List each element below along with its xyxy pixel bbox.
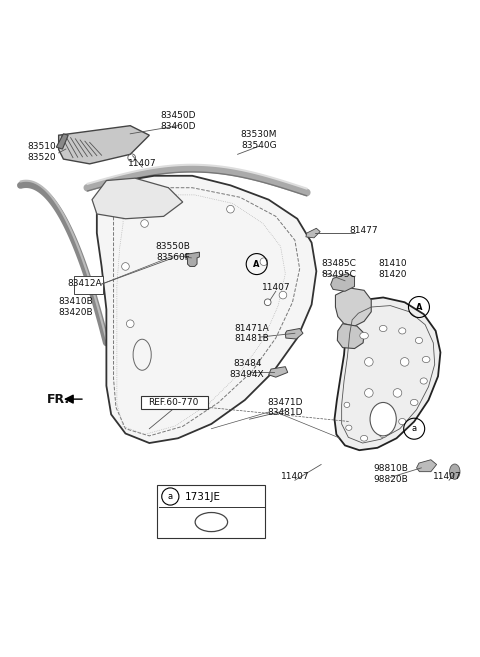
Text: 81471A
81481B: 81471A 81481B xyxy=(235,323,269,343)
Ellipse shape xyxy=(360,332,368,339)
Text: 11407: 11407 xyxy=(128,160,156,168)
Text: 83550B
83560F: 83550B 83560F xyxy=(156,242,191,262)
Polygon shape xyxy=(92,178,183,219)
Circle shape xyxy=(126,320,134,328)
Text: 83471D
83481D: 83471D 83481D xyxy=(267,397,303,417)
Circle shape xyxy=(264,299,271,306)
Text: 83530M
83540G: 83530M 83540G xyxy=(241,130,277,150)
Polygon shape xyxy=(59,125,149,164)
FancyBboxPatch shape xyxy=(74,276,103,294)
Text: REF.60-770: REF.60-770 xyxy=(148,398,198,407)
Text: 83510
83520: 83510 83520 xyxy=(28,142,56,162)
Ellipse shape xyxy=(399,419,406,424)
Ellipse shape xyxy=(449,464,460,480)
Text: a: a xyxy=(168,492,173,501)
Text: 83485C
83495C: 83485C 83495C xyxy=(321,259,356,279)
Circle shape xyxy=(364,389,373,397)
Polygon shape xyxy=(269,367,288,377)
Ellipse shape xyxy=(379,432,387,438)
Text: 83484
83494X: 83484 83494X xyxy=(230,359,264,379)
Text: 11407: 11407 xyxy=(433,472,462,481)
Polygon shape xyxy=(97,176,316,443)
Ellipse shape xyxy=(422,356,430,363)
Text: 83450D
83460D: 83450D 83460D xyxy=(160,111,196,131)
FancyBboxPatch shape xyxy=(157,485,265,537)
Ellipse shape xyxy=(399,328,406,334)
Circle shape xyxy=(189,401,196,409)
Text: A: A xyxy=(416,302,422,311)
Circle shape xyxy=(260,258,268,265)
FancyBboxPatch shape xyxy=(141,396,208,409)
Circle shape xyxy=(364,357,373,366)
Text: a: a xyxy=(412,424,417,433)
Polygon shape xyxy=(306,228,320,238)
Ellipse shape xyxy=(360,436,368,441)
Polygon shape xyxy=(335,298,441,450)
Polygon shape xyxy=(417,460,437,472)
Ellipse shape xyxy=(420,378,427,384)
Text: A: A xyxy=(253,260,260,269)
Circle shape xyxy=(121,263,129,270)
Text: 83412A: 83412A xyxy=(68,279,102,288)
Circle shape xyxy=(279,291,287,299)
Circle shape xyxy=(400,357,409,366)
Ellipse shape xyxy=(410,399,418,405)
Text: 81410
81420: 81410 81420 xyxy=(378,259,407,279)
Text: 11407: 11407 xyxy=(262,283,290,292)
Polygon shape xyxy=(337,324,364,349)
Polygon shape xyxy=(331,273,355,291)
Text: 98810B
98820B: 98810B 98820B xyxy=(373,464,408,484)
Circle shape xyxy=(227,206,234,213)
Polygon shape xyxy=(336,288,371,326)
Polygon shape xyxy=(56,134,68,149)
Polygon shape xyxy=(185,252,199,267)
Polygon shape xyxy=(285,328,303,339)
Text: 1731JE: 1731JE xyxy=(185,491,221,501)
Ellipse shape xyxy=(370,403,396,436)
Circle shape xyxy=(141,219,148,227)
Text: 83410B
83420B: 83410B 83420B xyxy=(58,298,93,317)
Ellipse shape xyxy=(344,402,350,407)
Text: 81477: 81477 xyxy=(350,226,378,235)
Text: FR.: FR. xyxy=(47,393,70,405)
Ellipse shape xyxy=(415,337,422,344)
Text: 11407: 11407 xyxy=(281,472,309,481)
Circle shape xyxy=(393,389,402,397)
Ellipse shape xyxy=(346,425,352,430)
Ellipse shape xyxy=(379,325,387,332)
